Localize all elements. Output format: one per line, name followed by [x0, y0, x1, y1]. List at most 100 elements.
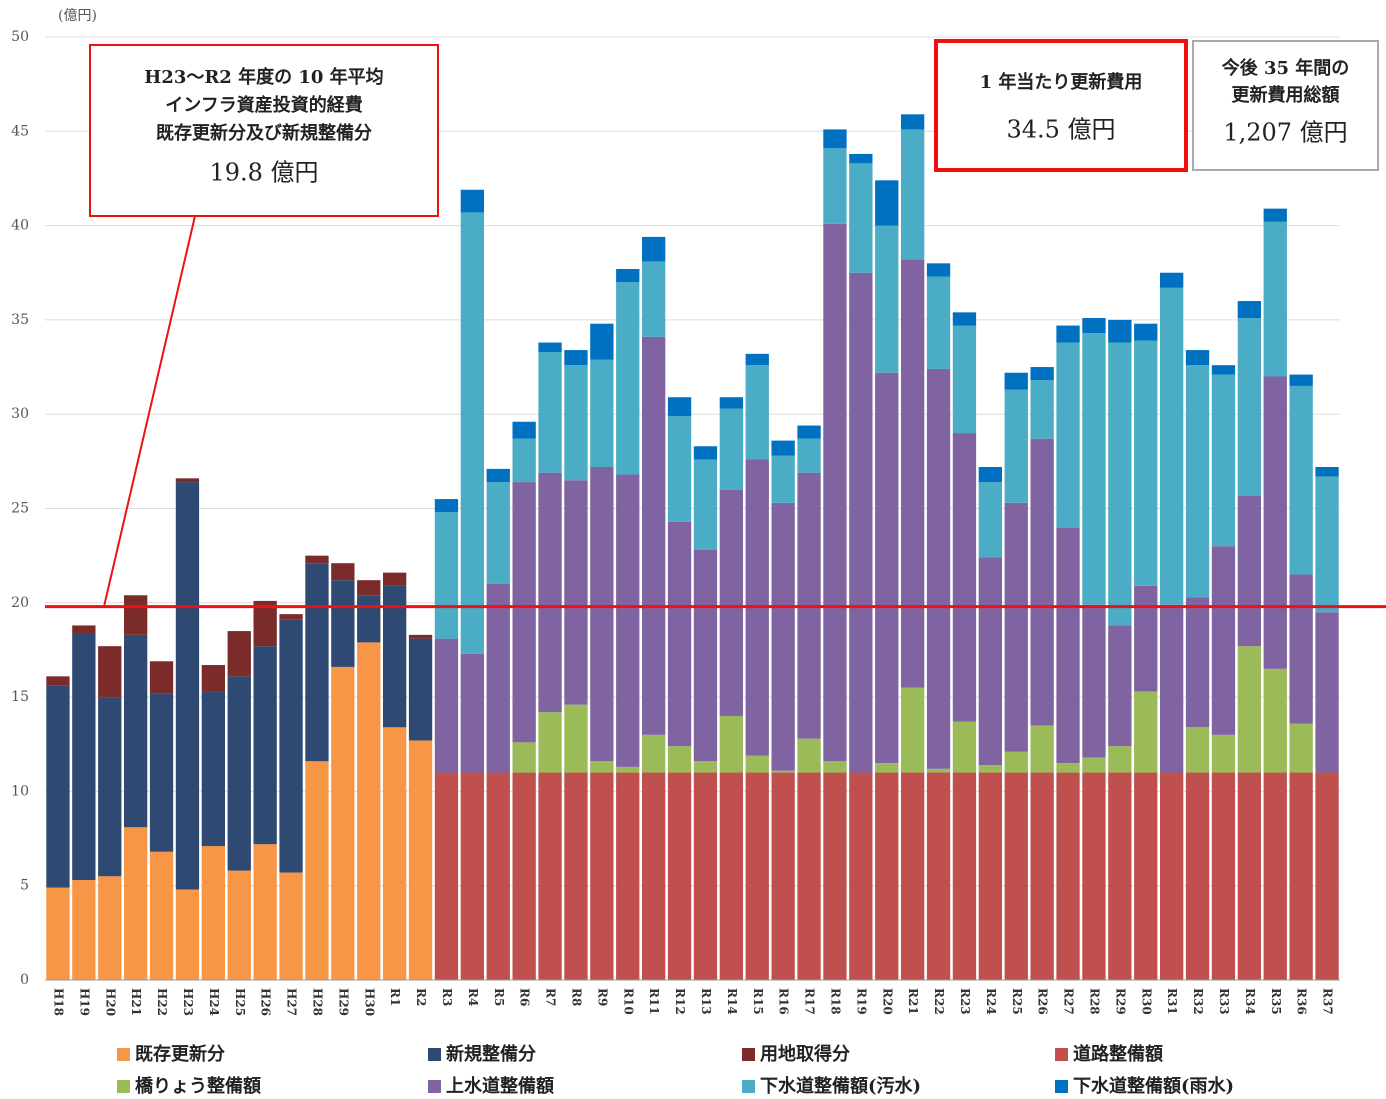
bar-segment — [460, 189, 485, 213]
bar-segment — [201, 691, 226, 847]
bar-segment — [693, 772, 718, 980]
bar-segment — [1211, 546, 1236, 735]
bar-segment — [1030, 367, 1054, 381]
bar-segment — [616, 268, 640, 283]
y-tick-label: 25 — [11, 501, 29, 517]
bar-segment — [693, 459, 718, 550]
annotation-text: 更新費用総額 — [1232, 84, 1340, 106]
bar-segment — [771, 772, 795, 980]
bar-segment — [279, 619, 303, 873]
bar-segment — [926, 768, 951, 773]
bar-segment — [1056, 772, 1080, 980]
bar-segment — [590, 359, 614, 468]
bar-segment — [641, 261, 666, 337]
bar-segment — [1263, 772, 1287, 980]
bar-segment — [357, 595, 381, 643]
bar-segment — [641, 734, 666, 773]
x-tick-label: R14 — [725, 988, 739, 1015]
bar-segment — [1159, 287, 1184, 605]
x-tick-label: R33 — [1217, 988, 1231, 1015]
bar-segment — [771, 455, 795, 503]
bar-segment — [46, 676, 70, 686]
annotation-text: 既存更新分及び新規整備分 — [156, 122, 372, 144]
bar-segment — [875, 225, 899, 373]
bar-segment — [641, 236, 666, 262]
bar-segment — [1159, 772, 1184, 980]
bar-segment — [1004, 372, 1028, 390]
annotation-text: 今後 35 年間の — [1222, 57, 1350, 79]
legend-swatch — [1055, 1080, 1068, 1093]
bar-segment — [486, 482, 510, 584]
x-tick-label: R16 — [777, 988, 791, 1015]
bar-segment — [1030, 438, 1054, 726]
bar-segment — [1056, 342, 1080, 528]
y-tick-label: 15 — [11, 689, 29, 705]
legend-swatch — [1055, 1048, 1068, 1061]
x-tick-label: H28 — [310, 988, 324, 1016]
x-tick-label: R7 — [544, 988, 558, 1006]
bar-segment — [175, 889, 200, 980]
x-tick-label: R26 — [1036, 988, 1050, 1015]
bar-segment — [1211, 734, 1236, 773]
bar-segment — [1082, 772, 1106, 980]
bar-segment — [98, 876, 122, 980]
y-tick-label: 50 — [11, 29, 29, 45]
bar-segment — [434, 499, 459, 513]
bar-segment — [1185, 772, 1210, 980]
bar-segment — [486, 468, 510, 483]
bar-segment — [771, 440, 795, 456]
x-tick-label: R5 — [492, 988, 506, 1006]
bar-segment — [875, 180, 899, 226]
legend-swatch — [742, 1080, 755, 1093]
bar-segment — [460, 772, 485, 980]
bar-segment — [149, 661, 174, 694]
bar-segment — [719, 408, 744, 490]
bar-segment — [331, 580, 355, 667]
legend-swatch — [742, 1048, 755, 1061]
bar-segment — [978, 557, 1003, 765]
x-tick-label: R6 — [518, 988, 532, 1006]
x-tick-label: H20 — [103, 988, 117, 1016]
bar-segment — [693, 549, 718, 762]
bar-segment — [1159, 604, 1184, 773]
bar-segment — [1108, 319, 1132, 343]
bar-segment — [123, 827, 148, 980]
bar-segment — [512, 421, 536, 439]
bar-segment — [1237, 301, 1262, 319]
bar-segment — [926, 276, 951, 369]
bar-segment — [538, 472, 562, 713]
bar-segment — [1237, 772, 1262, 980]
bar-segment — [1211, 365, 1236, 375]
x-tick-label: R36 — [1295, 988, 1309, 1015]
bar-segment — [564, 480, 588, 705]
bar-segment — [175, 482, 200, 890]
x-tick-label: R21 — [906, 988, 920, 1015]
bar-segment — [1134, 585, 1158, 692]
bar-segment — [823, 129, 847, 149]
bar-segment — [1030, 380, 1054, 439]
bar-segment — [1004, 772, 1028, 980]
x-tick-label: R31 — [1165, 988, 1179, 1015]
bar-segment — [823, 223, 847, 762]
bar-segment — [1315, 612, 1339, 773]
bar-segment — [823, 148, 847, 224]
bar-segment — [823, 772, 847, 980]
bar-segment — [434, 772, 459, 980]
bar-segment — [875, 372, 899, 764]
bar-segment — [564, 704, 588, 773]
bar-segment — [486, 772, 510, 980]
bar-segment — [1108, 342, 1132, 626]
legend-label: 下水道整備額(汚水) — [760, 1075, 921, 1097]
bar-segment — [616, 474, 640, 767]
bar-segment — [1108, 772, 1132, 980]
bar-segment — [771, 770, 795, 773]
bar-segment — [305, 555, 329, 564]
bar-segment — [641, 772, 666, 980]
bar-segment — [564, 365, 588, 481]
bar-segment — [512, 772, 536, 980]
bar-segment — [331, 563, 355, 581]
bar-segment — [72, 632, 96, 881]
bar-segment — [1237, 646, 1262, 773]
bar-segment — [693, 446, 718, 460]
annotation-box — [89, 44, 439, 217]
